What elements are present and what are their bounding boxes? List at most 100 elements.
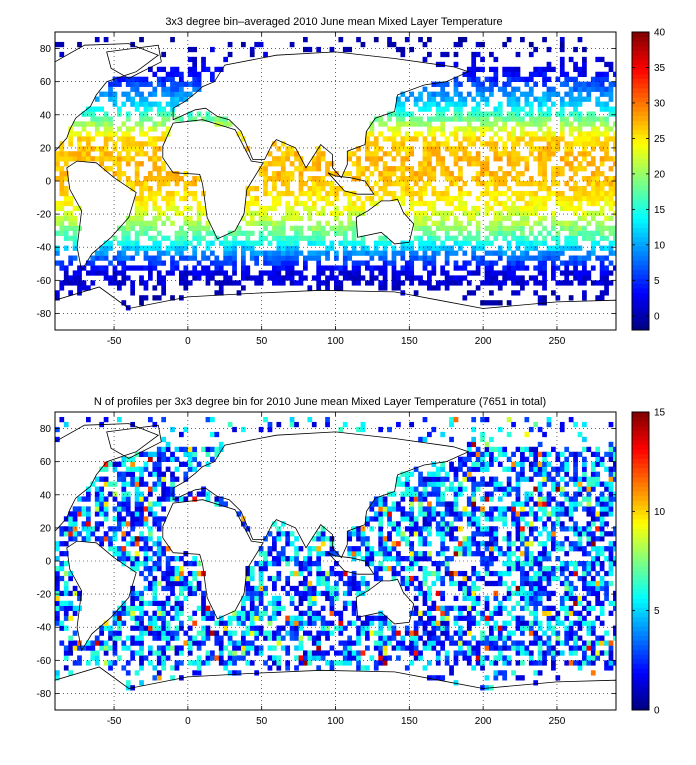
bin-cell [307,621,312,626]
bin-cell [369,126,374,131]
bin-cell [569,526,574,531]
bin-cell [121,270,126,275]
bin-cell [462,606,467,611]
bin-cell [524,596,529,601]
bin-cell [431,206,436,211]
bin-cell [250,196,255,201]
bin-cell [586,181,591,186]
bin-cell [356,546,361,551]
bin-cell [423,526,428,531]
bin-cell [449,521,454,526]
bin-cell [121,606,126,611]
bin-cell [179,606,184,611]
bin-cell [547,136,552,141]
bin-cell [343,256,348,261]
bin-cell [600,92,605,97]
bin-cell [542,206,547,211]
bin-cell [502,626,507,631]
bin-cell [423,581,428,586]
bin-cell [538,107,543,112]
bin-cell [573,521,578,526]
bin-cell [423,511,428,516]
bin-cell [524,536,529,541]
colorbar-segment [632,139,649,144]
bin-cell [378,566,383,571]
bin-cell [595,280,600,285]
bin-cell [445,626,450,631]
bin-cell [569,631,574,636]
bin-cell [183,285,188,290]
bin-cell [480,166,485,171]
bin-cell [183,640,188,645]
bin-cell [613,636,618,641]
bin-cell [485,541,490,546]
bin-cell [569,516,574,521]
bin-cell [130,596,135,601]
bin-cell [285,171,290,176]
bin-cell [564,246,569,251]
bin-cell [520,596,525,601]
bin-cell [454,265,459,270]
bin-cell [436,246,441,251]
bin-cell [427,526,432,531]
bin-cell [573,67,578,72]
bin-cell [414,611,419,616]
bin-cell [73,206,78,211]
bin-cell [179,275,184,280]
bin-cell [263,636,268,641]
bin-cell [272,171,277,176]
bin-cell [303,37,308,42]
x-tick-label: 200 [475,336,492,347]
bin-cell [374,516,379,521]
bin-cell [600,561,605,566]
bin-cell [356,241,361,246]
bin-cell [276,146,281,151]
bin-cell [139,561,144,566]
bin-cell [268,256,273,261]
bin-cell [144,256,149,261]
bin-cell [516,191,521,196]
bin-cell [538,206,543,211]
bin-cell [352,221,357,226]
bin-cell [121,102,126,107]
bin-cell [99,521,104,526]
colorbar-segment [632,158,649,163]
bin-cell [68,576,73,581]
bin-cell [294,551,299,556]
bin-cell [476,87,481,92]
bin-cell [294,631,299,636]
bin-cell [400,251,405,256]
bin-cell [431,246,436,251]
bin-cell [529,621,534,626]
bin-cell [64,581,69,586]
bin-cell [440,92,445,97]
bin-cell [427,636,432,641]
bin-cell [586,660,591,665]
bin-cell [68,141,73,146]
bin-cell [104,121,109,126]
bin-cell [334,186,339,191]
bin-cell [272,156,277,161]
bin-cell [157,206,162,211]
bin-cell [144,586,149,591]
bin-cell [166,72,171,77]
bin-cell [157,246,162,251]
bin-cell [462,181,467,186]
bin-cell [467,270,472,275]
bin-cell [613,121,618,126]
bin-cell [307,586,312,591]
bin-cell [578,37,583,42]
bin-cell [188,591,193,596]
bin-cell [516,236,521,241]
bin-cell [507,231,512,236]
bin-cell [511,97,516,102]
colorbar-segment [632,144,649,149]
bin-cell [387,151,392,156]
bin-cell [524,551,529,556]
bin-cell [82,506,87,511]
bin-cell [148,236,153,241]
bin-cell [330,571,335,576]
bin-cell [471,601,476,606]
bin-cell [520,631,525,636]
bin-cell [135,251,140,256]
